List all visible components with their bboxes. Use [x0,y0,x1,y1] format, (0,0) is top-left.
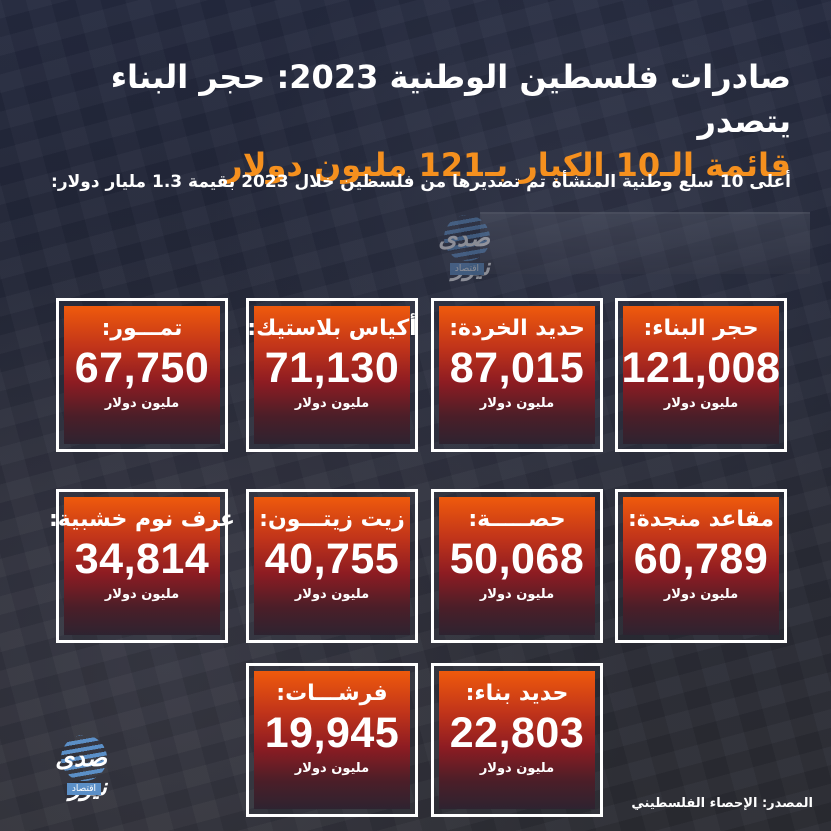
card-unit: مليون دولار [294,761,370,776]
card-unit: مليون دولار [294,396,370,411]
card-value: 22,803 [449,709,585,757]
globe-icon [444,215,490,261]
watermark-tag: اقتصاد [449,263,484,275]
watermark-logo-center: صدى نيوز اقتصاد [400,215,490,281]
card-value: 71,130 [264,344,400,392]
card-unit: مليون دولار [663,587,739,602]
watermark-logo-corner: صدى نيوز اقتصاد [22,735,107,801]
card-label: حصـــــة: [468,507,566,532]
card-label: حديد الخردة: [449,316,585,341]
card-label: حجر البناء: [643,316,759,341]
card-unit: مليون دولار [479,396,555,411]
watermark-name: صدى نيوز [438,223,490,281]
card-value: 34,814 [74,535,210,583]
watermark-tag: اقتصاد [66,783,101,795]
card-gravel: حصـــــة: 50,068 مليون دولار [431,489,603,643]
card-value: 87,015 [449,344,585,392]
card-upholstered-seats: مقاعد منجدة: 60,789 مليون دولار [615,489,787,643]
card-wooden-bedrooms: غرف نوم خشبية: 34,814 مليون دولار [49,489,235,643]
card-value: 40,755 [264,535,400,583]
title-line-2: قائمة الـ10 الكبار بـ121 مليون دولار [224,146,791,184]
card-dates: تمـــور: 67,750 مليون دولار [56,298,228,452]
card-label: زيت زيتـــون: [259,507,405,532]
card-unit: مليون دولار [104,587,180,602]
card-unit: مليون دولار [663,396,739,411]
card-unit: مليون دولار [104,396,180,411]
card-unit: مليون دولار [294,587,370,602]
card-label: غرف نوم خشبية: [48,507,236,532]
card-label: فرشـــات: [276,681,388,706]
card-value: 121,008 [621,344,781,392]
card-label: مقاعد منجدة: [627,507,775,532]
card-label: حديد بناء: [465,681,569,706]
card-scrap-iron: حديد الخردة: 87,015 مليون دولار [431,298,603,452]
card-value: 60,789 [633,535,769,583]
subtitle: أعلى 10 سلع وطنية المنشأة تم تصديرها من … [51,172,791,192]
page-title: صادرات فلسطين الوطنية 2023: حجر البناء ي… [31,55,791,187]
card-label: تمـــور: [101,316,183,341]
card-building-stone: حجر البناء: 121,008 مليون دولار [615,298,787,452]
card-value: 19,945 [264,709,400,757]
card-unit: مليون دولار [479,587,555,602]
card-construction-iron: حديد بناء: 22,803 مليون دولار [431,663,603,817]
card-value: 50,068 [449,535,585,583]
background-building [480,212,810,274]
card-mattresses: فرشـــات: 19,945 مليون دولار [246,663,418,817]
card-plastic-bags: أكياس بلاستيك: 71,130 مليون دولار [246,298,418,452]
card-label: أكياس بلاستيك: [247,316,417,341]
globe-icon [61,735,107,781]
card-unit: مليون دولار [479,761,555,776]
title-line-1: صادرات فلسطين الوطنية 2023: حجر البناء ي… [110,58,791,140]
source-credit: المصدر: الإحصاء الفلسطيني [631,796,813,811]
card-value: 67,750 [74,344,210,392]
card-olive-oil: زيت زيتـــون: 40,755 مليون دولار [246,489,418,643]
